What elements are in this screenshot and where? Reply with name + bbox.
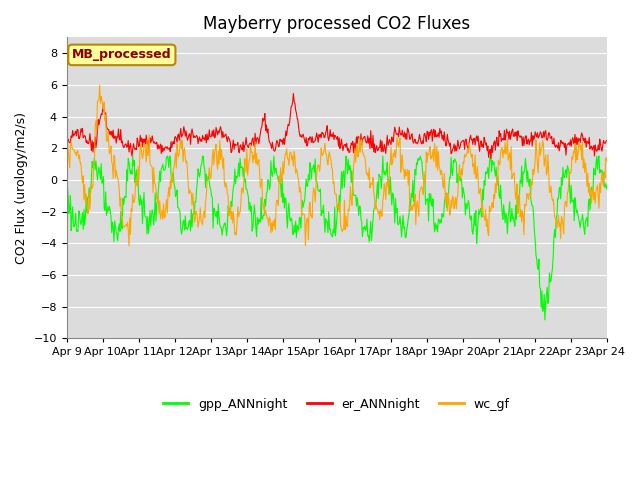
er_ANNnight: [72, 133, 80, 139]
gpp_ANNnight: [184, 227, 191, 233]
gpp_ANNnight: [212, 214, 220, 219]
er_ANNnight: [63, 142, 70, 148]
er_ANNnight: [419, 138, 426, 144]
wc_gf: [404, 167, 412, 173]
wc_gf: [213, 160, 221, 166]
er_ANNnight: [211, 134, 219, 140]
wc_gf: [130, 200, 138, 205]
Line: er_ANNnight: er_ANNnight: [67, 94, 607, 158]
Legend: gpp_ANNnight, er_ANNnight, wc_gf: gpp_ANNnight, er_ANNnight, wc_gf: [158, 393, 515, 416]
gpp_ANNnight: [541, 317, 548, 323]
wc_gf: [72, 153, 80, 158]
wc_gf: [184, 181, 192, 187]
Title: Mayberry processed CO2 Fluxes: Mayberry processed CO2 Fluxes: [203, 15, 470, 33]
wc_gf: [419, 192, 427, 197]
gpp_ANNnight: [128, 171, 136, 177]
er_ANNnight: [403, 136, 411, 142]
wc_gf: [63, 163, 70, 169]
er_ANNnight: [289, 91, 297, 96]
er_ANNnight: [487, 156, 495, 161]
gpp_ANNnight: [403, 227, 411, 232]
gpp_ANNnight: [72, 228, 80, 234]
Text: MB_processed: MB_processed: [72, 48, 172, 61]
er_ANNnight: [183, 134, 191, 140]
er_ANNnight: [128, 153, 136, 159]
gpp_ANNnight: [129, 153, 136, 159]
wc_gf: [125, 243, 133, 249]
gpp_ANNnight: [63, 195, 70, 201]
Line: wc_gf: wc_gf: [67, 85, 607, 246]
er_ANNnight: [603, 138, 611, 144]
wc_gf: [603, 158, 611, 164]
Y-axis label: CO2 Flux (urology/m2/s): CO2 Flux (urology/m2/s): [15, 112, 28, 264]
Line: gpp_ANNnight: gpp_ANNnight: [67, 156, 607, 320]
gpp_ANNnight: [603, 186, 611, 192]
gpp_ANNnight: [419, 168, 426, 174]
wc_gf: [96, 83, 104, 88]
